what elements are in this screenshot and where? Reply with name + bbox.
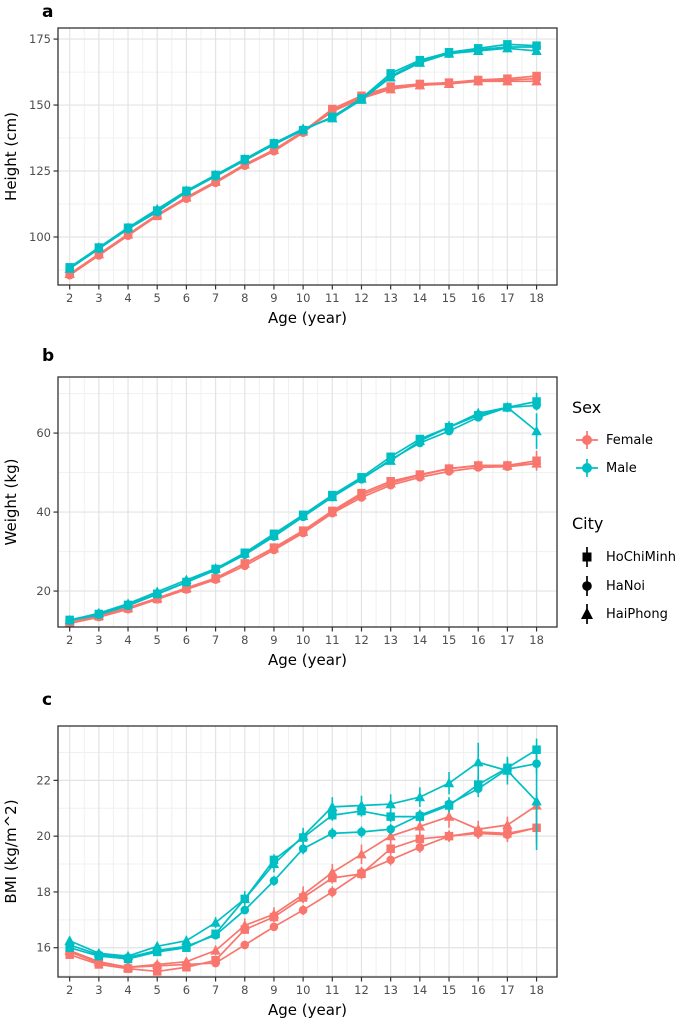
legend-item-haiphong: HaiPhong [574,601,668,627]
svg-text:60: 60 [36,426,51,440]
svg-text:7: 7 [212,983,219,997]
svg-text:10: 10 [296,291,311,305]
bmi-chart-panel: 2 3 4 5 6 7 8 9 10 11 12 13 14 15 16 17 18 16 18 20 22 Age (y… [2,725,558,1019]
panel-a-label: a [42,2,54,22]
series-female-haiphong [64,458,542,627]
height-chart-panel: 2 3 4 5 6 7 8 9 10 11 12 13 14 15 16 17 18 100 125 150 175 Ag… [2,27,558,327]
panel-b-label: b [42,346,55,366]
svg-text:8: 8 [241,983,248,997]
svg-text:16: 16 [36,941,51,955]
svg-text:10: 10 [296,633,311,647]
legend-item-hanoi: HaNoi [574,573,645,599]
legend-item-female: Female [574,427,653,453]
svg-text:18: 18 [36,885,51,899]
female-key-icon [576,431,598,449]
legend-item-hochiminh: HoChiMinh [574,544,676,570]
svg-text:Height (cm): Height (cm) [2,112,20,201]
circle-marker-icon [582,576,592,596]
svg-text:18: 18 [529,633,544,647]
svg-text:9: 9 [270,291,277,305]
triangle-marker-icon [581,604,593,624]
legend-sex-title: Sex [572,398,602,417]
svg-text:11: 11 [325,983,340,997]
svg-text:9: 9 [270,983,277,997]
svg-text:100: 100 [29,230,51,244]
svg-text:4: 4 [124,291,131,305]
svg-text:18: 18 [529,291,544,305]
legend-city-title: City [572,514,604,533]
svg-text:16: 16 [471,633,486,647]
svg-text:6: 6 [183,291,190,305]
svg-text:4: 4 [124,983,131,997]
legend-male-label: Male [606,460,637,476]
weight-chart-panel: 2 3 4 5 6 7 8 9 10 11 12 13 14 15 16 17 18 20 40 60 Age (yea… [2,376,558,669]
svg-text:2: 2 [66,983,73,997]
svg-text:18: 18 [529,983,544,997]
svg-text:3: 3 [95,983,102,997]
legend-female-label: Female [606,432,654,448]
svg-text:Age (year): Age (year) [268,1001,347,1019]
svg-text:12: 12 [354,633,369,647]
svg-text:15: 15 [442,983,457,997]
svg-text:12: 12 [354,291,369,305]
series-male-haiphong [64,402,542,625]
svg-text:20: 20 [36,829,51,843]
svg-text:15: 15 [442,633,457,647]
svg-text:14: 14 [413,633,428,647]
svg-text:2: 2 [66,633,73,647]
svg-text:Age (year): Age (year) [268,309,347,327]
legend-hanoi-label: HaNoi [606,578,646,594]
svg-text:16: 16 [471,291,486,305]
svg-text:150: 150 [29,98,51,112]
series-male-haiphong [64,42,542,273]
svg-text:16: 16 [471,983,486,997]
square-marker-icon [582,547,592,567]
svg-text:5: 5 [154,633,161,647]
svg-text:4: 4 [124,633,131,647]
legend-item-male: Male [574,455,637,481]
male-key-icon [576,459,598,477]
svg-text:12: 12 [354,983,369,997]
svg-text:7: 7 [212,291,219,305]
svg-text:Weight (kg): Weight (kg) [2,459,20,546]
svg-text:15: 15 [442,291,457,305]
svg-text:40: 40 [36,505,51,519]
svg-text:14: 14 [413,983,428,997]
svg-text:8: 8 [241,291,248,305]
svg-text:17: 17 [500,633,515,647]
svg-text:13: 13 [383,983,398,997]
svg-text:14: 14 [413,291,428,305]
svg-text:5: 5 [154,291,161,305]
svg-text:17: 17 [500,983,515,997]
svg-text:Age (year): Age (year) [268,651,347,669]
series-male-haiphong [64,742,542,961]
svg-text:22: 22 [36,773,51,787]
svg-text:3: 3 [95,291,102,305]
svg-text:17: 17 [500,291,515,305]
svg-text:20: 20 [36,584,51,598]
svg-text:13: 13 [383,291,398,305]
svg-text:10: 10 [296,983,311,997]
legend-haiphong-label: HaiPhong [606,606,668,622]
svg-text:11: 11 [325,291,340,305]
svg-text:6: 6 [183,633,190,647]
svg-text:9: 9 [270,633,277,647]
svg-text:2: 2 [66,291,73,305]
svg-text:5: 5 [154,983,161,997]
svg-text:BMI (kg/m^2): BMI (kg/m^2) [2,799,20,903]
series-female-haiphong [64,792,542,972]
svg-text:8: 8 [241,633,248,647]
panel-c-label: c [42,690,53,710]
svg-text:175: 175 [29,32,51,46]
svg-text:6: 6 [183,983,190,997]
legend-hochiminh-label: HoChiMinh [606,549,676,565]
svg-text:3: 3 [95,633,102,647]
svg-text:11: 11 [325,633,340,647]
svg-text:13: 13 [383,633,398,647]
svg-text:7: 7 [212,633,219,647]
svg-text:125: 125 [29,164,51,178]
